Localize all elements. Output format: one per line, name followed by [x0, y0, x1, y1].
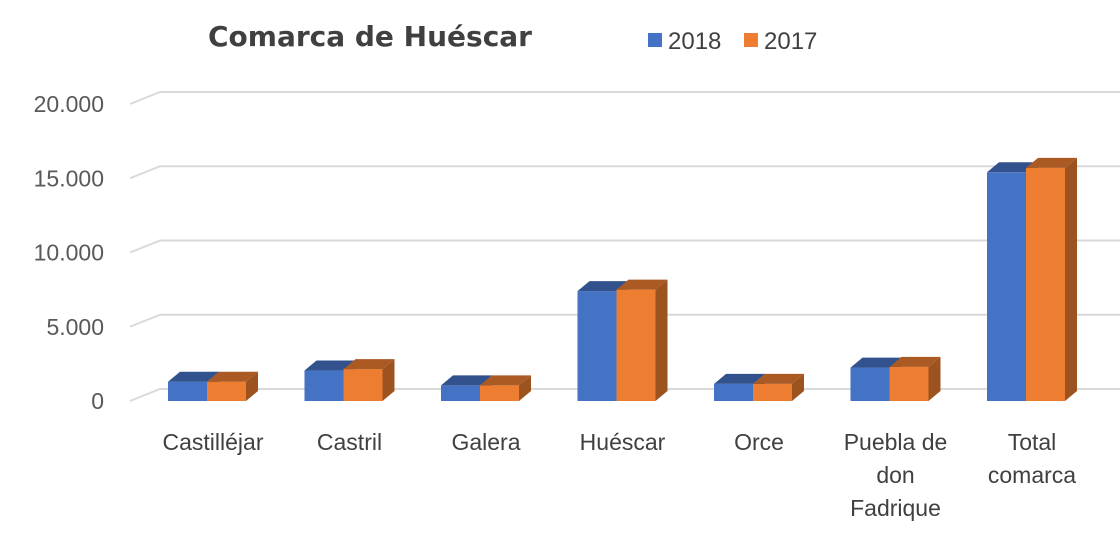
- bar-front: [480, 385, 519, 401]
- bar-side: [1065, 157, 1077, 401]
- bar-side: [792, 373, 804, 401]
- x-axis-categories: Castilléjar Castril Galera Huéscar Orce Puebl…: [163, 429, 1077, 521]
- bar-side: [382, 359, 395, 401]
- y-axis-ticks: 0 5.000 10.000 15.000 20.000: [34, 91, 104, 414]
- y-tick-label: 20.000: [34, 91, 104, 117]
- bar-top: [1026, 157, 1077, 168]
- category-label: Galera: [451, 429, 520, 455]
- bar-side: [519, 375, 531, 401]
- bar-front: [616, 289, 656, 401]
- bar-top: [850, 357, 902, 368]
- gridline-2: [129, 239, 1120, 254]
- bars: [168, 157, 1077, 401]
- category-label-line: Orce: [734, 429, 784, 455]
- bar-front: [714, 383, 753, 401]
- bar-side: [928, 356, 941, 401]
- bar-top: [168, 371, 219, 382]
- y-tick-label: 10.000: [34, 240, 104, 266]
- y-tick-label: 15.000: [34, 165, 104, 191]
- bar-front: [207, 381, 246, 401]
- legend-label-2018: 2018: [668, 28, 721, 55]
- bar-top: [987, 162, 1038, 173]
- category-label: Total comarca: [988, 429, 1076, 488]
- bar-front: [1026, 167, 1065, 401]
- category-label-line: Castilléjar: [163, 429, 264, 455]
- bar-front: [577, 291, 617, 401]
- category-label: Castilléjar: [163, 429, 264, 455]
- bar: [889, 356, 941, 401]
- bar-top: [480, 375, 531, 386]
- bar: [343, 359, 395, 401]
- bar-top: [616, 279, 668, 290]
- gridline-1: [129, 313, 1120, 328]
- bar-top: [753, 373, 804, 384]
- legend: 2018 2017: [648, 28, 817, 55]
- bar: [753, 373, 804, 401]
- bar: [1026, 157, 1077, 401]
- bar-side: [246, 371, 258, 401]
- bar: [480, 375, 531, 401]
- gridline-3: [129, 165, 1120, 180]
- category-label-line: Total: [1008, 429, 1057, 455]
- bar-front: [168, 381, 207, 401]
- bar: [207, 371, 258, 401]
- category-label-line: Huéscar: [580, 429, 666, 455]
- category-label: Huéscar: [580, 429, 666, 455]
- bar-top: [714, 373, 765, 384]
- bar-front: [889, 366, 929, 401]
- chart-title: Comarca de Huéscar: [208, 20, 532, 53]
- bar: [616, 279, 668, 401]
- category-label-line: Fadrique: [850, 495, 941, 521]
- category-label: Castril: [317, 429, 382, 455]
- bar-front: [753, 383, 792, 401]
- category-label: Puebla de don Fadrique: [844, 429, 948, 521]
- gridline-4: [129, 91, 1120, 105]
- category-label-line: Puebla de: [844, 429, 948, 455]
- bar-top: [304, 360, 356, 371]
- bar-top: [207, 371, 258, 382]
- category-label-line: don: [876, 462, 914, 488]
- legend-swatch-2017: [744, 33, 758, 47]
- bar-top: [889, 356, 941, 367]
- category-label-line: comarca: [988, 462, 1076, 488]
- category-label-line: Castril: [317, 429, 382, 455]
- bar-front: [441, 385, 480, 401]
- legend-label-2017: 2017: [764, 28, 817, 55]
- bar-front: [987, 172, 1026, 401]
- legend-swatch-2018: [648, 33, 662, 47]
- bar-front: [850, 367, 890, 401]
- y-tick-label: 5.000: [46, 314, 104, 340]
- bar-front: [343, 369, 383, 401]
- bar-top: [343, 359, 395, 370]
- bar-front: [304, 370, 344, 401]
- category-label: Orce: [734, 429, 784, 455]
- y-tick-label: 0: [91, 388, 104, 414]
- bar-top: [441, 375, 492, 386]
- bar-side: [655, 279, 668, 401]
- bar-top: [577, 281, 629, 292]
- category-label-line: Galera: [451, 429, 520, 455]
